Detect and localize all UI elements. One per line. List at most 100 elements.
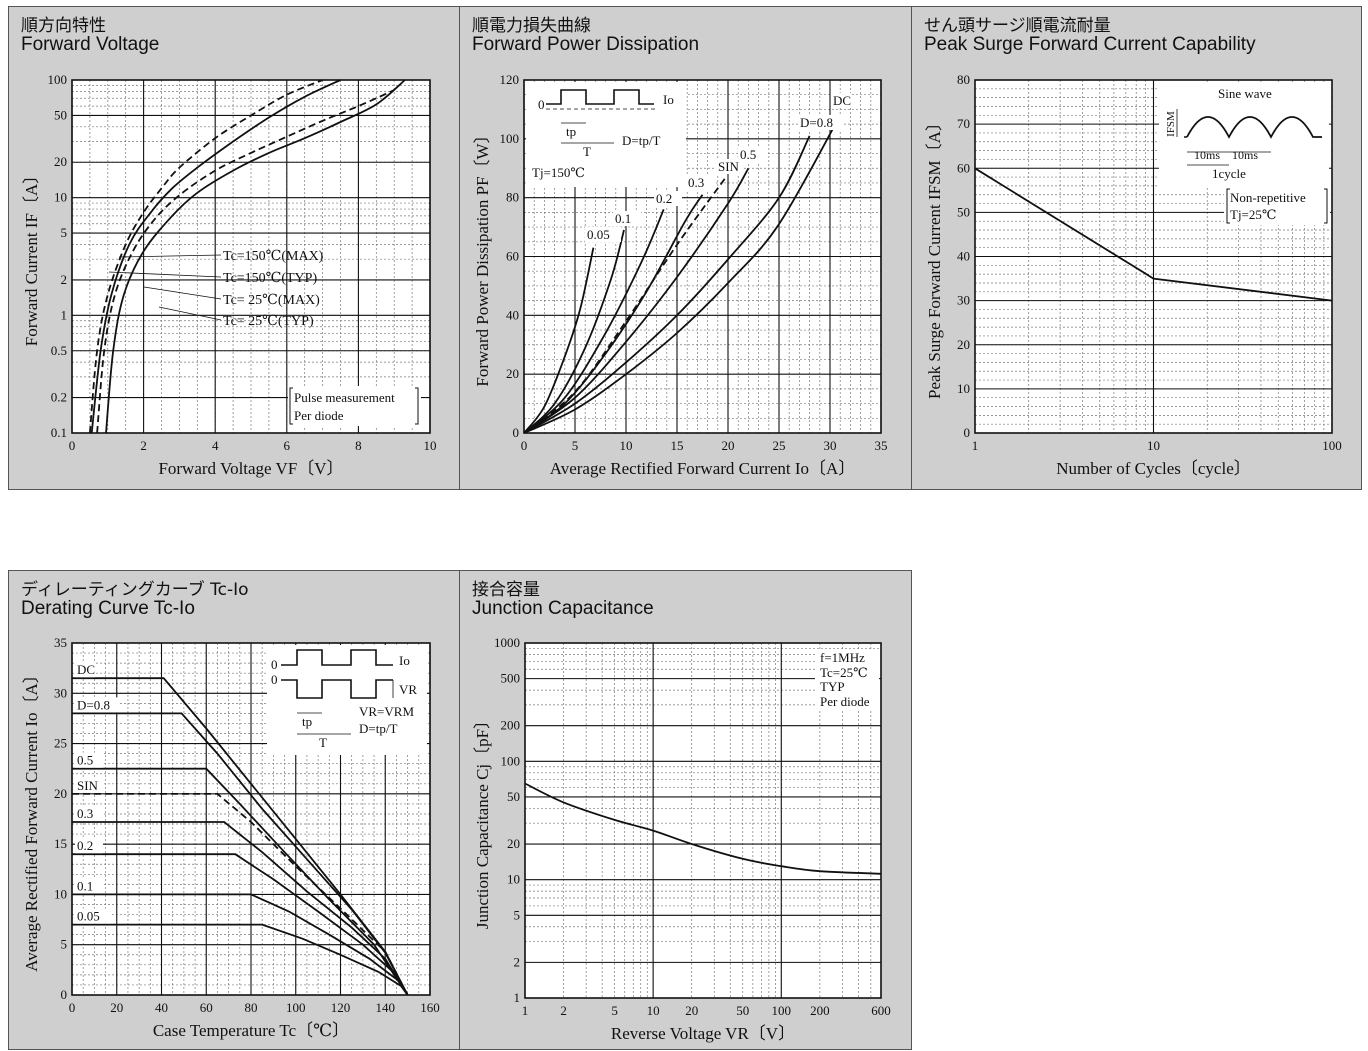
y-tick-label: 100 xyxy=(48,72,68,87)
label-bg xyxy=(686,175,714,190)
inset-tp-label: tp xyxy=(566,124,576,139)
y-axis-label: Peak Surge Forward Current IFSM〔A〕 xyxy=(925,114,944,399)
x-tick-label: 0 xyxy=(69,438,76,453)
annotation-typ: TYP xyxy=(820,679,845,694)
label-bg xyxy=(75,752,103,768)
y-tick-label: 120 xyxy=(500,72,520,87)
y-tick-label: 10 xyxy=(957,381,970,396)
inset-io-label: Io xyxy=(399,653,410,668)
y-tick-label: 20 xyxy=(507,836,520,851)
series-label: Tc=150℃(TYP) xyxy=(223,271,317,286)
panel-title-jp: 順方向特性 xyxy=(21,16,106,36)
inset-10ms-label: 10ms xyxy=(1194,148,1220,162)
y-tick-label: 20 xyxy=(54,786,67,801)
label-bg xyxy=(716,159,744,174)
y-axis-label: Average Rectified Forward Current Io〔A〕 xyxy=(22,666,41,972)
inset-duty-label: D=tp/T xyxy=(622,133,660,148)
x-tick-label: 160 xyxy=(420,1000,440,1015)
label-bg xyxy=(831,93,851,108)
pulse-waveform xyxy=(546,89,654,105)
panel-peak-surge: せん頭サージ順電流耐量 Peak Surge Forward Current C… xyxy=(911,6,1362,490)
series-label: 0.05 xyxy=(587,227,610,242)
y-tick-label: 0.5 xyxy=(51,343,67,358)
inset-zero-label: 0 xyxy=(271,657,278,672)
label-bg xyxy=(654,191,682,206)
x-tick-label: 100 xyxy=(772,1003,792,1018)
series-line xyxy=(72,793,409,996)
series-label: Tc= 25℃(MAX) xyxy=(223,293,320,308)
x-axis-label: Reverse Voltage VR〔V〕 xyxy=(611,1024,795,1043)
label-bg xyxy=(75,878,103,894)
panel-derating: ディレーティングカーブ Tc-Io Derating Curve Tc-Io 0… xyxy=(8,570,460,1050)
y-tick-label: 20 xyxy=(506,366,519,381)
y-tick-label: 0 xyxy=(513,425,520,440)
x-tick-label: 2 xyxy=(560,1003,567,1018)
forward-power-chart: 0 5 10 15 20 25 30 35 0 20 40 60 80 100 120 Average Rec… xyxy=(473,72,888,478)
series-label: D=0.8 xyxy=(800,115,833,130)
y-axis-label: Forward Current IF〔A〕 xyxy=(22,167,41,346)
y-tick-label: 20 xyxy=(54,154,67,169)
x-tick-label: 6 xyxy=(284,438,291,453)
y-tick-label: 5 xyxy=(61,937,68,952)
note-box xyxy=(288,386,421,426)
y-tick-label: 15 xyxy=(54,836,67,851)
y-tick-label: 35 xyxy=(54,635,67,650)
series-line xyxy=(72,767,409,996)
annotation-tc: Tc=25℃ xyxy=(820,665,868,680)
x-tick-label: 10 xyxy=(647,1003,660,1018)
series-label: DC xyxy=(833,93,851,108)
series-label: 0.2 xyxy=(656,191,672,206)
x-tick-label: 10 xyxy=(424,438,437,453)
y-tick-label: 5 xyxy=(61,225,68,240)
y-tick-label: 80 xyxy=(957,72,970,87)
series-line xyxy=(523,247,595,434)
inset-vrm-label: VR=VRM xyxy=(359,704,414,719)
annotation-per-diode: Per diode xyxy=(294,408,344,423)
label-bg xyxy=(75,838,103,854)
series-line xyxy=(90,79,341,434)
x-tick-label: 50 xyxy=(736,1003,749,1018)
note-box xyxy=(1224,187,1330,225)
x-tick-label: 100 xyxy=(1322,438,1342,453)
annotation-frequency: f=1MHz xyxy=(820,650,865,665)
x-axis-label: Forward Voltage VF〔V〕 xyxy=(158,459,343,478)
y-tick-label: 70 xyxy=(957,116,970,131)
leader-line xyxy=(158,306,222,321)
x-tick-label: 5 xyxy=(572,438,579,453)
series-label: 0.1 xyxy=(615,211,631,226)
series-line xyxy=(72,853,409,996)
y-tick-label: 80 xyxy=(506,190,519,205)
annotation-tj: Tj=25℃ xyxy=(1230,207,1276,222)
y-tick-label: 50 xyxy=(507,789,520,804)
inset-box xyxy=(267,645,427,755)
y-tick-label: 50 xyxy=(54,107,67,122)
y-tick-label: 2 xyxy=(61,272,68,287)
series-line xyxy=(89,79,323,434)
label-bg xyxy=(798,115,842,130)
inset-zero-label: 0 xyxy=(538,97,545,112)
plot-frame xyxy=(974,79,1333,434)
x-tick-label: 10 xyxy=(620,438,633,453)
panel-title-en: Derating Curve Tc-Io xyxy=(21,598,195,619)
panel-title-jp: せん頭サージ順電流耐量 xyxy=(924,16,1111,36)
panel-title-en: Peak Surge Forward Current Capability xyxy=(924,34,1256,55)
inset-sine-label: Sine wave xyxy=(1218,86,1272,101)
series-label: Tc=150℃(MAX) xyxy=(223,249,324,264)
inset-tp-label: tp xyxy=(302,714,312,729)
y-tick-label: 1 xyxy=(514,990,521,1005)
label-bg xyxy=(738,147,766,162)
series-line xyxy=(523,176,727,434)
series-label: 0.1 xyxy=(77,878,93,893)
y-tick-label: 30 xyxy=(54,685,67,700)
y-tick-label: 0.2 xyxy=(51,390,67,405)
panel-title-en: Forward Power Dissipation xyxy=(472,34,700,55)
inset-cycle-label: 1cycle xyxy=(1212,166,1246,181)
y-tick-label: 60 xyxy=(506,249,519,264)
y-tick-label: 2 xyxy=(514,954,521,969)
x-tick-label: 1 xyxy=(522,1003,529,1018)
panel-title-jp: 順電力損失曲線 xyxy=(472,16,591,36)
annotation-pulse-measurement: Pulse measurement xyxy=(294,390,395,405)
peak-surge-chart: 1 10 100 0 10 20 30 40 50 60 70 80 Number of Cycles〔… xyxy=(925,72,1342,478)
label-bg xyxy=(75,777,103,793)
inset-vr-label: VR xyxy=(399,682,417,697)
